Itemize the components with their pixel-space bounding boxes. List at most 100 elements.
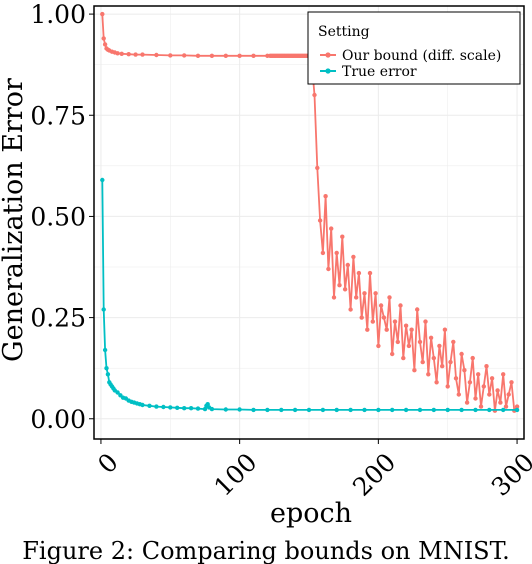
data-point-true-error xyxy=(182,406,187,411)
data-point-our-bound xyxy=(119,51,124,56)
y-tick-label: 1.00 xyxy=(30,0,86,29)
data-point-our-bound xyxy=(315,165,320,171)
data-point-true-error xyxy=(175,405,180,410)
data-point-our-bound xyxy=(126,52,131,57)
plot-panel-border xyxy=(93,5,525,440)
data-point-true-error xyxy=(195,406,201,411)
data-point-our-bound xyxy=(506,392,511,397)
data-point-our-bound xyxy=(428,335,434,340)
data-point-true-error xyxy=(279,407,284,413)
data-point-true-error xyxy=(431,407,436,413)
data-point-our-bound xyxy=(462,368,467,373)
data-point-our-bound xyxy=(456,392,461,397)
data-point-our-bound xyxy=(459,351,464,357)
data-point-our-bound xyxy=(320,250,326,256)
data-point-our-bound xyxy=(378,303,384,308)
data-point-our-bound xyxy=(398,303,403,308)
data-point-our-bound xyxy=(467,380,473,385)
data-point-true-error xyxy=(390,407,395,413)
data-point-our-bound xyxy=(370,319,375,324)
data-point-our-bound xyxy=(354,295,359,300)
data-point-our-bound xyxy=(251,53,256,58)
data-point-our-bound xyxy=(102,42,108,47)
data-point-our-bound xyxy=(484,364,489,369)
data-point-our-bound xyxy=(392,319,398,324)
data-point-true-error xyxy=(501,407,506,413)
data-point-our-bound xyxy=(376,343,381,349)
data-point-our-bound xyxy=(401,355,406,361)
data-point-true-error xyxy=(100,177,105,183)
data-point-our-bound xyxy=(340,234,345,239)
legend-label-true-error: True error xyxy=(342,64,417,80)
legend-box xyxy=(307,11,521,85)
data-point-our-bound xyxy=(434,380,439,385)
data-point-our-bound xyxy=(423,319,428,324)
data-point-our-bound xyxy=(476,372,481,377)
data-point-true-error xyxy=(188,406,194,411)
data-point-our-bound xyxy=(489,376,495,381)
data-point-true-error xyxy=(237,407,242,412)
data-point-our-bound xyxy=(334,250,339,256)
data-point-our-bound xyxy=(473,396,478,401)
data-point-true-error xyxy=(154,404,159,409)
y-tick-label: 0.75 xyxy=(30,101,86,130)
data-point-our-bound xyxy=(237,53,242,58)
data-point-true-error xyxy=(140,402,145,408)
data-point-true-error xyxy=(459,407,464,413)
data-point-our-bound xyxy=(442,327,448,332)
data-point-true-error xyxy=(473,407,478,413)
data-point-true-error xyxy=(514,407,520,413)
data-point-our-bound xyxy=(478,404,484,409)
legend: Setting Our bound (diff. scale) True err… xyxy=(307,11,521,85)
data-point-true-error xyxy=(334,407,339,413)
legend-label-our-bound: Our bound (diff. scale) xyxy=(342,48,501,64)
data-point-our-bound xyxy=(182,53,187,58)
data-point-our-bound xyxy=(331,295,337,300)
data-point-our-bound xyxy=(481,384,486,389)
data-point-our-bound xyxy=(365,327,370,332)
x-axis-title: epoch xyxy=(270,498,352,529)
data-point-our-bound xyxy=(154,52,159,58)
data-point-our-bound xyxy=(390,351,395,357)
data-point-our-bound xyxy=(100,11,105,17)
data-point-our-bound xyxy=(195,53,201,58)
y-tick-label: 0.50 xyxy=(30,202,86,231)
data-point-true-error xyxy=(403,407,409,413)
data-point-our-bound xyxy=(503,404,509,409)
data-point-our-bound xyxy=(101,36,106,41)
data-point-our-bound xyxy=(409,327,414,332)
data-point-true-error xyxy=(104,366,109,371)
data-point-our-bound xyxy=(115,51,120,56)
data-point-our-bound xyxy=(395,339,400,345)
data-point-our-bound xyxy=(437,343,442,349)
data-point-our-bound xyxy=(337,283,342,288)
data-point-our-bound xyxy=(329,226,334,231)
data-point-our-bound xyxy=(345,262,350,268)
data-point-our-bound xyxy=(509,380,514,385)
data-point-our-bound xyxy=(140,52,145,57)
y-axis-title: Generalization Error xyxy=(0,78,29,362)
data-point-true-error xyxy=(202,406,208,412)
data-point-true-error xyxy=(306,407,312,413)
data-point-our-bound xyxy=(415,307,420,312)
series-line-our-bound xyxy=(101,14,518,412)
data-point-our-bound xyxy=(384,327,389,332)
legend-marker-our-bound xyxy=(325,52,331,58)
data-point-true-error xyxy=(251,407,256,413)
data-point-true-error xyxy=(115,390,120,395)
data-point-our-bound xyxy=(351,254,356,260)
data-point-true-error xyxy=(161,404,166,410)
data-point-our-bound xyxy=(373,291,378,296)
data-point-our-bound xyxy=(209,53,215,58)
data-point-true-error xyxy=(223,407,228,412)
data-point-true-error xyxy=(105,372,111,377)
data-point-our-bound xyxy=(514,404,520,409)
data-point-our-bound xyxy=(417,339,423,345)
legend-title: Setting xyxy=(318,24,370,40)
data-point-true-error xyxy=(445,407,450,413)
data-point-our-bound xyxy=(440,364,445,369)
data-point-true-error xyxy=(101,307,106,312)
data-point-our-bound xyxy=(487,392,492,397)
data-point-our-bound xyxy=(342,287,348,292)
